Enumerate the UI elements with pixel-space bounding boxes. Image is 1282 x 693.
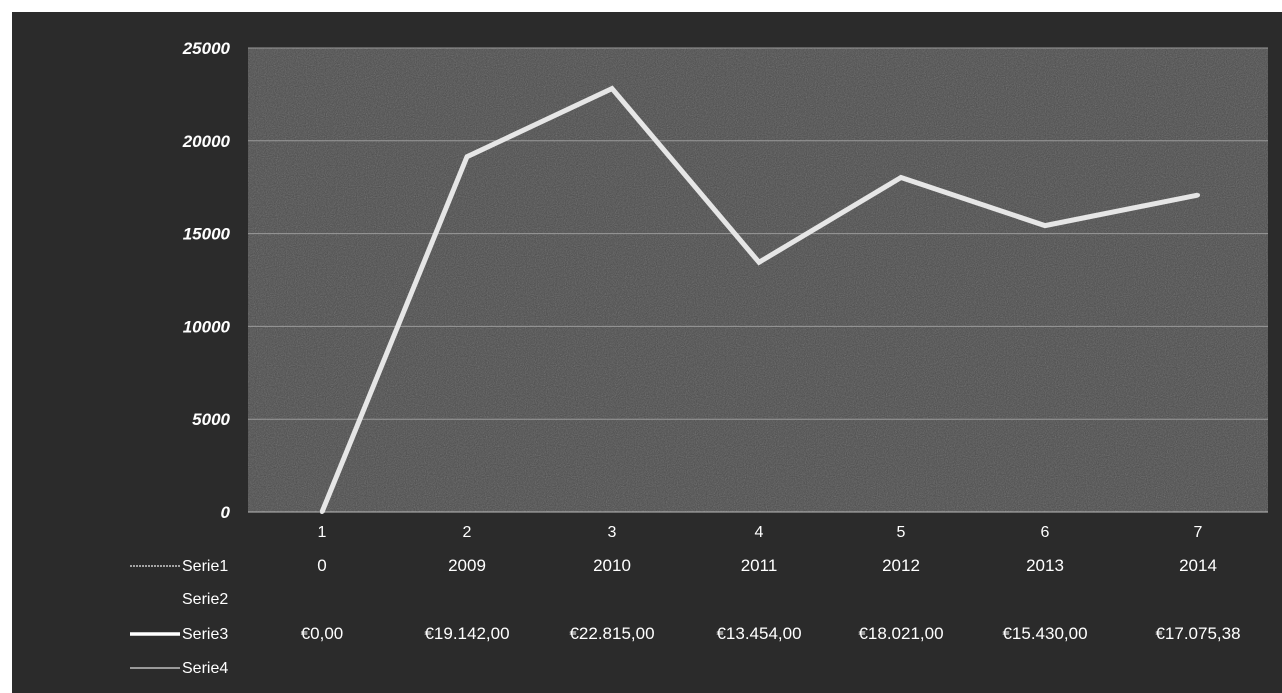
x-tick-label: 2 <box>463 524 472 541</box>
data-point <box>1196 193 1200 198</box>
data-label: €15.430,00 <box>1002 624 1087 643</box>
data-point <box>320 510 324 514</box>
legend-label-serie1: Serie1 <box>182 558 228 575</box>
chart-frame: 0 5000 10000 15000 20000 25000 1 2 3 4 5 6 7 Serie1… <box>12 12 1282 693</box>
x-tick-label: 7 <box>1194 524 1203 541</box>
plot-texture <box>248 48 1268 512</box>
y-tick-label: 25000 <box>182 39 231 58</box>
data-label: €13.454,00 <box>716 624 801 643</box>
data-label: 2013 <box>1026 556 1064 575</box>
data-label: €18.021,00 <box>858 624 943 643</box>
y-tick-label: 5000 <box>192 410 230 429</box>
data-label: 2011 <box>741 556 778 575</box>
data-label: 2010 <box>593 556 631 575</box>
legend-label-serie3: Serie3 <box>182 626 228 643</box>
y-tick-label: 10000 <box>183 317 231 336</box>
y-tick-label: 15000 <box>183 225 231 244</box>
data-label: €19.142,00 <box>424 624 509 643</box>
data-label: 2012 <box>882 556 920 575</box>
line-chart: 0 5000 10000 15000 20000 25000 1 2 3 4 5 6 7 Serie1… <box>130 39 1268 677</box>
legend-label-serie2: Serie2 <box>182 591 228 608</box>
x-tick-label: 1 <box>318 524 327 541</box>
data-point <box>1043 223 1047 228</box>
data-point <box>465 154 469 159</box>
y-tick-label: 20000 <box>182 132 231 151</box>
data-label: 2009 <box>448 556 486 575</box>
x-tick-label: 3 <box>608 524 617 541</box>
x-tick-label: 6 <box>1041 524 1050 541</box>
data-label: €0,00 <box>301 624 344 643</box>
x-tick-label: 4 <box>755 524 764 541</box>
x-tick-label: 5 <box>897 524 906 541</box>
data-label: €17.075,38 <box>1155 624 1240 643</box>
legend-label-serie4: Serie4 <box>182 660 228 677</box>
data-point <box>757 260 761 265</box>
y-tick-label: 0 <box>221 503 231 522</box>
data-point <box>610 86 614 91</box>
data-point <box>899 175 903 180</box>
data-label: 2014 <box>1179 556 1217 575</box>
data-label: €22.815,00 <box>569 624 654 643</box>
data-label: 0 <box>317 556 326 575</box>
